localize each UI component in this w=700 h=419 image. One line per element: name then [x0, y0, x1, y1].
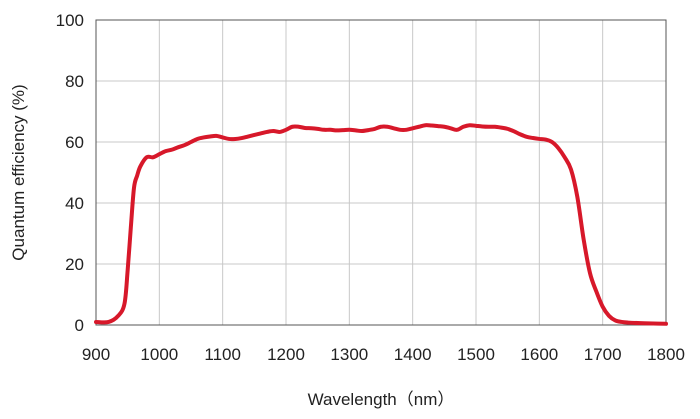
- plot-frame: [95, 19, 667, 326]
- x-axis-title: Wavelength（nm）: [308, 390, 455, 409]
- x-tick-label: 1400: [394, 345, 432, 364]
- x-tick-label: 1200: [267, 345, 305, 364]
- x-tick-label: 1700: [584, 345, 622, 364]
- y-tick-label: 40: [65, 194, 84, 213]
- x-tick-label: 1500: [457, 345, 495, 364]
- series-line-1: [94, 123, 668, 326]
- y-tick-label: 100: [56, 11, 84, 30]
- y-tick-labels: 0 20 40 60 80 100: [56, 11, 84, 335]
- x-tick-label: 1000: [140, 345, 178, 364]
- series-layer: [94, 123, 668, 326]
- y-axis-title: Quantum efficiency (%): [9, 84, 28, 260]
- x-tick-label: 1800: [647, 345, 685, 364]
- grid-lines: [96, 20, 666, 325]
- x-tick-labels: 900 1000 1100 1200 1300 1400 1500 1600 1700 1800: [82, 345, 685, 364]
- x-tick-label: 1300: [330, 345, 368, 364]
- y-tick-label: 60: [65, 133, 84, 152]
- x-tick-label: 1100: [204, 345, 241, 364]
- y-tick-label: 0: [75, 316, 84, 335]
- y-tick-label: 20: [65, 255, 84, 274]
- x-tick-label: 900: [82, 345, 110, 364]
- x-tick-label: 1600: [520, 345, 558, 364]
- y-tick-label: 80: [65, 72, 84, 91]
